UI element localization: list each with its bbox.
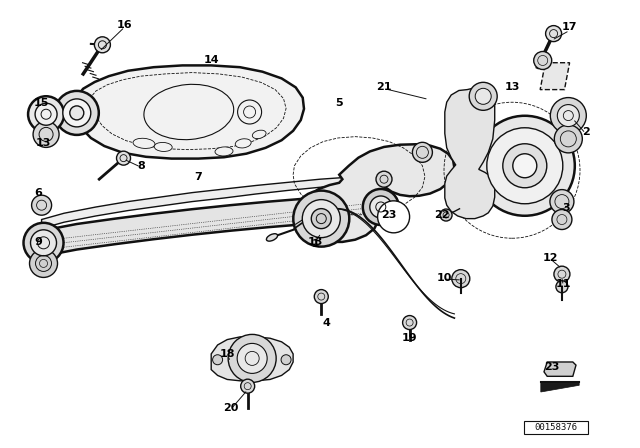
Circle shape bbox=[370, 196, 392, 218]
Circle shape bbox=[550, 98, 586, 134]
Circle shape bbox=[29, 250, 58, 277]
Text: 9: 9 bbox=[35, 237, 42, 247]
Text: 18: 18 bbox=[220, 349, 235, 359]
Text: 2: 2 bbox=[582, 127, 589, 137]
Text: 15: 15 bbox=[34, 98, 49, 108]
Circle shape bbox=[534, 52, 552, 69]
Circle shape bbox=[554, 125, 582, 153]
Circle shape bbox=[314, 289, 328, 304]
Circle shape bbox=[440, 209, 452, 221]
Text: 5: 5 bbox=[335, 98, 343, 108]
Polygon shape bbox=[42, 194, 381, 256]
Circle shape bbox=[63, 99, 91, 127]
Circle shape bbox=[31, 230, 56, 256]
Circle shape bbox=[475, 116, 575, 216]
Text: 10: 10 bbox=[437, 273, 452, 283]
Circle shape bbox=[293, 191, 349, 246]
Circle shape bbox=[412, 142, 433, 162]
Circle shape bbox=[487, 128, 563, 204]
Circle shape bbox=[403, 315, 417, 330]
Circle shape bbox=[35, 103, 57, 125]
Polygon shape bbox=[540, 63, 570, 90]
Circle shape bbox=[241, 379, 255, 393]
Circle shape bbox=[554, 266, 570, 282]
Circle shape bbox=[31, 195, 52, 215]
Circle shape bbox=[557, 104, 579, 127]
Text: 1: 1 bbox=[312, 239, 319, 249]
Circle shape bbox=[33, 121, 59, 147]
Circle shape bbox=[70, 106, 84, 120]
Circle shape bbox=[556, 281, 568, 293]
Polygon shape bbox=[541, 383, 579, 392]
Circle shape bbox=[363, 189, 399, 225]
Circle shape bbox=[302, 200, 340, 237]
Text: 6: 6 bbox=[35, 188, 42, 198]
Text: 22: 22 bbox=[434, 210, 449, 220]
Text: 13: 13 bbox=[36, 138, 51, 148]
Polygon shape bbox=[300, 144, 454, 242]
Circle shape bbox=[55, 91, 99, 135]
Text: 21: 21 bbox=[376, 82, 392, 92]
Circle shape bbox=[378, 201, 410, 233]
Circle shape bbox=[212, 355, 223, 365]
Polygon shape bbox=[77, 65, 304, 159]
Text: 00158376: 00158376 bbox=[534, 423, 577, 432]
Text: 7: 7 bbox=[195, 172, 202, 182]
Circle shape bbox=[281, 355, 291, 365]
Text: 14: 14 bbox=[204, 56, 219, 65]
Ellipse shape bbox=[144, 84, 234, 140]
Circle shape bbox=[311, 209, 332, 228]
Ellipse shape bbox=[236, 139, 251, 148]
Ellipse shape bbox=[133, 138, 155, 148]
Polygon shape bbox=[544, 362, 576, 376]
Text: 8: 8 bbox=[137, 161, 145, 171]
Text: 19: 19 bbox=[402, 333, 417, 343]
Circle shape bbox=[503, 144, 547, 188]
Circle shape bbox=[237, 344, 267, 373]
Circle shape bbox=[469, 82, 497, 110]
Circle shape bbox=[237, 100, 262, 124]
Polygon shape bbox=[42, 175, 381, 228]
Text: 23: 23 bbox=[381, 210, 397, 220]
Circle shape bbox=[545, 26, 562, 42]
Text: 12: 12 bbox=[543, 253, 558, 263]
Text: 17: 17 bbox=[562, 22, 577, 32]
Text: 20: 20 bbox=[223, 403, 238, 413]
Circle shape bbox=[475, 88, 492, 104]
Circle shape bbox=[376, 171, 392, 187]
Polygon shape bbox=[445, 87, 495, 219]
Circle shape bbox=[513, 154, 537, 178]
Ellipse shape bbox=[154, 142, 172, 151]
Polygon shape bbox=[211, 337, 293, 381]
Circle shape bbox=[552, 210, 572, 229]
Text: 16: 16 bbox=[117, 20, 132, 30]
Circle shape bbox=[28, 96, 64, 132]
Circle shape bbox=[452, 270, 470, 288]
Ellipse shape bbox=[266, 234, 278, 241]
Text: 23: 23 bbox=[544, 362, 559, 372]
Text: 4: 4 bbox=[323, 318, 330, 327]
Ellipse shape bbox=[215, 147, 233, 156]
Circle shape bbox=[24, 223, 63, 263]
Ellipse shape bbox=[252, 130, 266, 138]
Circle shape bbox=[116, 151, 131, 165]
Circle shape bbox=[228, 334, 276, 383]
Circle shape bbox=[550, 190, 574, 214]
Text: 3: 3 bbox=[563, 203, 570, 213]
Text: 11: 11 bbox=[556, 280, 571, 289]
Text: 13: 13 bbox=[307, 237, 323, 247]
Circle shape bbox=[95, 37, 111, 53]
Text: 13: 13 bbox=[504, 82, 520, 92]
